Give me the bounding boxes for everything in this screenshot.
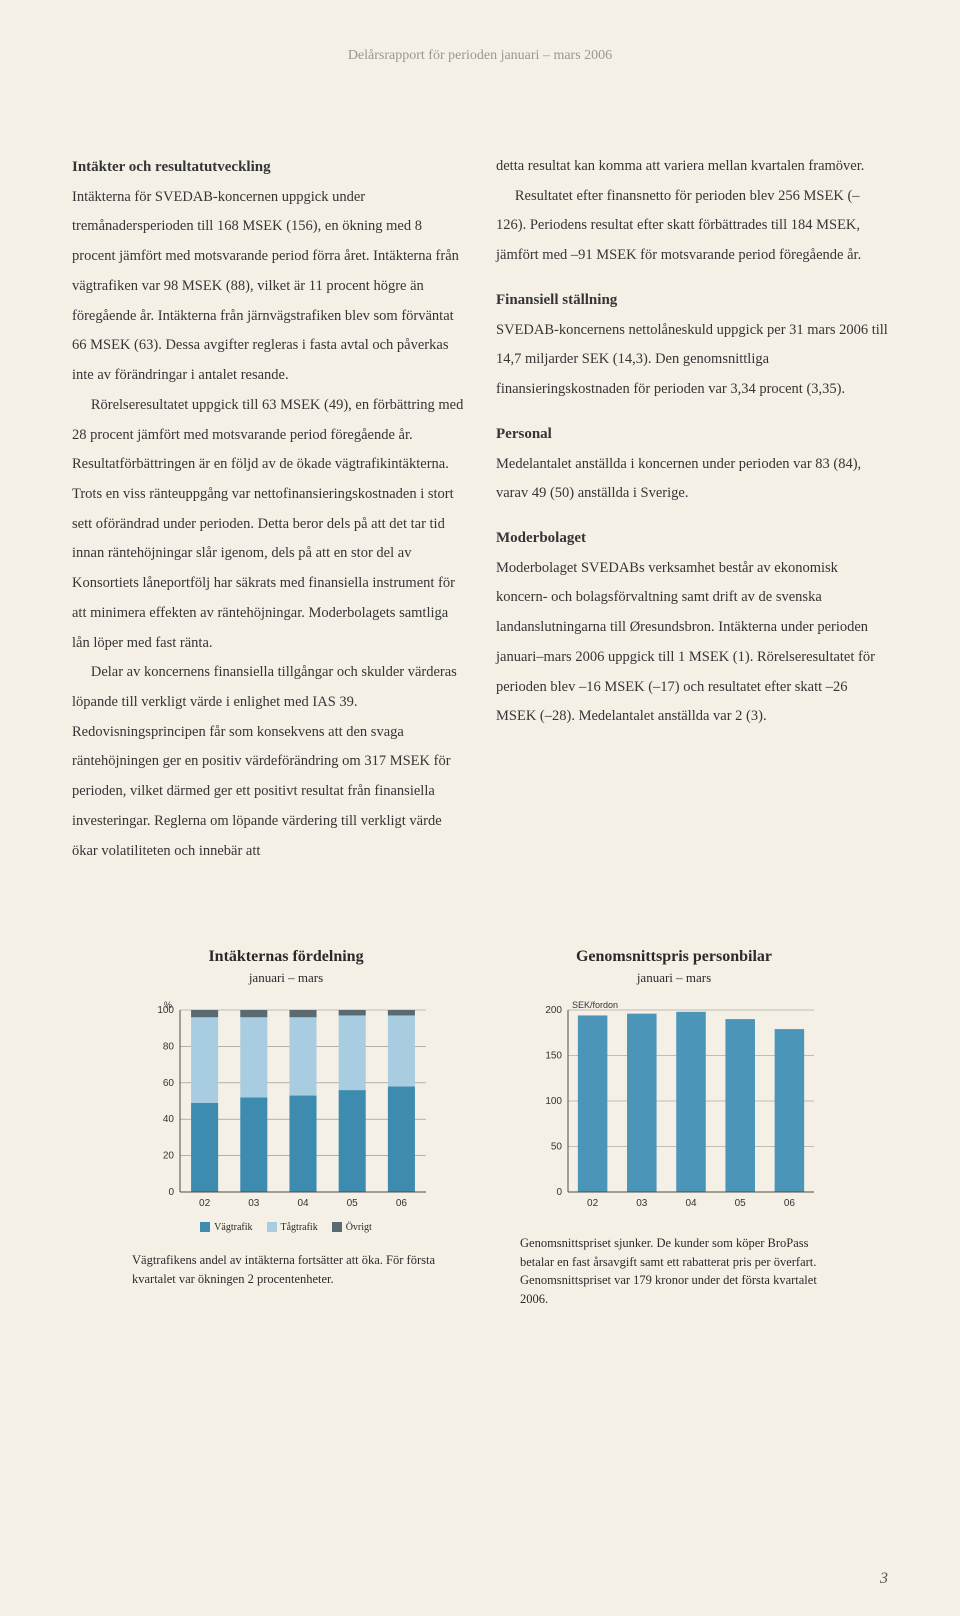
left-column: Intäkter och resultatutveckling Intäkter… [72, 152, 464, 866]
left-heading: Intäkter och resultatutveckling [72, 152, 464, 183]
chart1-title: Intäkternas fördelning [116, 946, 456, 968]
svg-text:02: 02 [587, 1198, 599, 1209]
chart1-caption: Vägtrafikens andel av intäkterna fortsät… [116, 1251, 456, 1289]
chart1-block: Intäkternas fördelning januari – mars 02… [116, 946, 456, 1309]
svg-text:20: 20 [163, 1150, 175, 1161]
svg-text:04: 04 [297, 1198, 309, 1209]
text-columns: Intäkter och resultatutveckling Intäkter… [72, 152, 888, 866]
right-p3: SVEDAB-koncernens nettolåneskuld uppgick… [496, 316, 888, 405]
right-h3: Personal [496, 419, 888, 450]
page-header: Delårsrapport för perioden januari – mar… [72, 48, 888, 64]
right-h4: Moderbolaget [496, 523, 888, 554]
svg-text:02: 02 [199, 1198, 211, 1209]
right-h2: Finansiell ställning [496, 285, 888, 316]
svg-text:200: 200 [545, 1005, 562, 1016]
charts-row: Intäkternas fördelning januari – mars 02… [72, 946, 888, 1309]
document-page: Delårsrapport för perioden januari – mar… [0, 0, 960, 1616]
chart1-subtitle: januari – mars [116, 970, 456, 986]
right-p2: Resultatet efter finansnetto för periode… [496, 182, 888, 271]
svg-text:40: 40 [163, 1114, 175, 1125]
right-column: detta resultat kan komma att variera mel… [496, 152, 888, 866]
svg-text:03: 03 [636, 1198, 648, 1209]
chart1-svg: 020406080100%0203040506 [136, 996, 436, 1216]
left-p3: Delar av koncernens finansiella tillgång… [72, 658, 464, 866]
svg-text:100: 100 [545, 1096, 562, 1107]
svg-text:80: 80 [163, 1041, 175, 1052]
chart2-caption: Genomsnittspriset sjunker. De kunder som… [504, 1234, 844, 1309]
right-p4: Medelantalet anställda i koncernen under… [496, 450, 888, 509]
svg-text:03: 03 [248, 1198, 260, 1209]
svg-text:SEK/fordon: SEK/fordon [572, 1000, 618, 1010]
chart2-block: Genomsnittspris personbilar januari – ma… [504, 946, 844, 1309]
svg-text:04: 04 [685, 1198, 697, 1209]
right-p1: detta resultat kan komma att variera mel… [496, 152, 888, 182]
svg-text:60: 60 [163, 1078, 175, 1089]
svg-text:50: 50 [551, 1141, 563, 1152]
left-p1: Intäkterna för SVEDAB-koncernen uppgick … [72, 183, 464, 391]
chart1-legend: VägtrafikTågtrafikÖvrigt [116, 1222, 456, 1233]
svg-text:%: % [164, 1000, 172, 1010]
right-p5: Moderbolaget SVEDABs verksamhet består a… [496, 554, 888, 732]
svg-text:05: 05 [347, 1198, 359, 1209]
svg-text:0: 0 [556, 1187, 562, 1198]
svg-text:150: 150 [545, 1050, 562, 1061]
chart2-title: Genomsnittspris personbilar [504, 946, 844, 968]
chart2-subtitle: januari – mars [504, 970, 844, 986]
svg-text:05: 05 [735, 1198, 747, 1209]
left-p2: Rörelseresultatet uppgick till 63 MSEK (… [72, 391, 464, 658]
svg-text:06: 06 [784, 1198, 796, 1209]
page-number: 3 [880, 1570, 888, 1588]
chart2-svg: 0 50 100 150 200 SEK/fordon 02 03 04 05 06 [524, 996, 824, 1216]
svg-text:0: 0 [168, 1187, 174, 1198]
svg-text:06: 06 [396, 1198, 408, 1209]
